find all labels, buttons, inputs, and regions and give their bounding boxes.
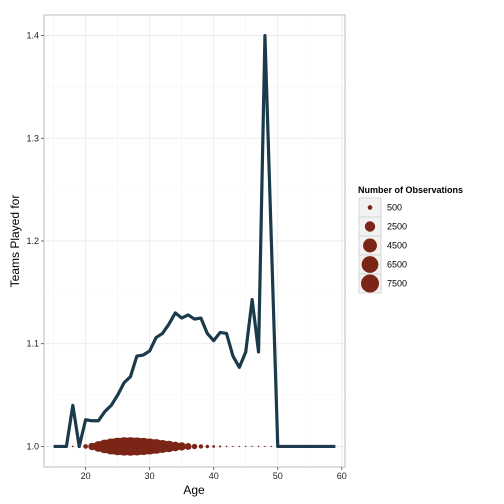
observation-point <box>170 441 181 452</box>
observation-point <box>184 443 192 450</box>
y-tick-label: 1.2 <box>26 236 39 246</box>
x-axis-title: Age <box>183 483 205 497</box>
legend-title: Number of Observations <box>358 185 463 195</box>
series-line <box>53 33 336 449</box>
observation-point <box>219 445 222 448</box>
observation-point <box>198 444 204 449</box>
observation-point <box>212 445 216 448</box>
legend-swatch <box>361 274 379 293</box>
teams-line <box>53 33 336 449</box>
observation-point <box>72 445 74 448</box>
observation-point <box>251 445 253 448</box>
y-tick-label: 1.0 <box>26 441 39 451</box>
axes: 20 30 40 50 60 1.0 1.1 1.2 1.3 1.4 <box>26 31 346 481</box>
legend-swatch <box>367 205 373 210</box>
legend-label: 6500 <box>387 260 407 270</box>
observation-point <box>264 445 266 448</box>
x-tick-label: 50 <box>273 471 283 481</box>
y-tick-label: 1.3 <box>26 133 39 143</box>
observation-point <box>191 443 198 450</box>
legend: Number of Observations 500 2500 4500 6500 75… <box>358 185 463 294</box>
legend-label: 500 <box>387 203 402 213</box>
legend-label: 7500 <box>387 279 407 289</box>
y-tick-label: 1.4 <box>26 31 39 41</box>
y-tick-label: 1.1 <box>26 339 39 349</box>
observation-point <box>245 445 247 448</box>
legend-swatch <box>363 238 377 253</box>
observation-point <box>238 445 241 448</box>
x-tick-label: 40 <box>209 471 219 481</box>
x-tick-label: 30 <box>145 471 155 481</box>
y-axis-title: Teams Played for <box>8 195 22 288</box>
x-tick-label: 20 <box>81 471 91 481</box>
legend-label: 4500 <box>387 241 407 251</box>
observation-points <box>65 437 279 456</box>
observation-point <box>257 445 260 448</box>
observation-point <box>225 445 228 448</box>
legend-swatch <box>361 256 379 273</box>
observation-point <box>232 445 234 448</box>
observation-point <box>177 442 186 451</box>
observation-point <box>270 445 273 448</box>
legend-swatch <box>364 221 376 232</box>
observation-point <box>83 444 88 449</box>
x-tick-label: 60 <box>337 471 347 481</box>
legend-label: 2500 <box>387 222 407 232</box>
observation-point <box>205 444 210 449</box>
